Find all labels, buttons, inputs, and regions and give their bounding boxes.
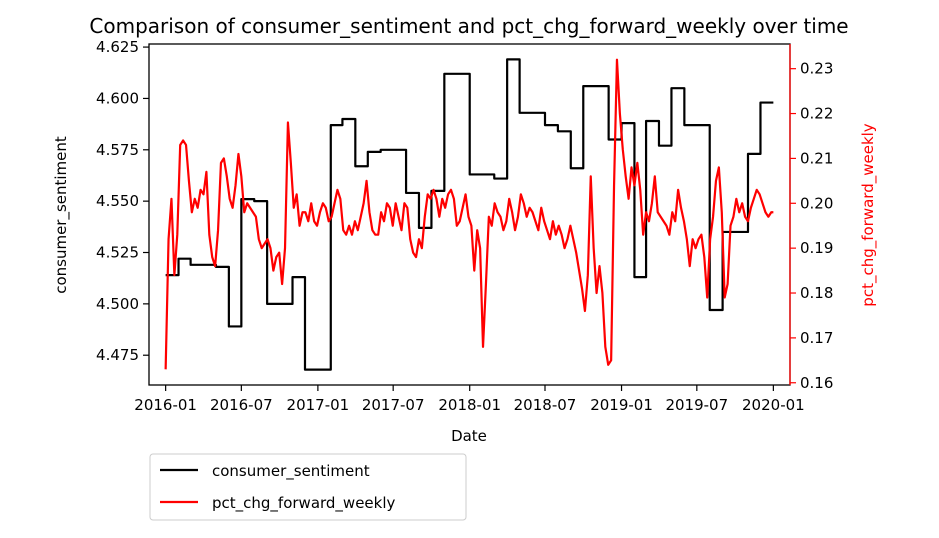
y-left-tick-label: 4.525 bbox=[96, 244, 139, 262]
y-left-tick-label: 4.500 bbox=[96, 295, 139, 313]
x-axis: 2016-01 2016-07 2017-01 2017-07 2018-01 2018-… bbox=[134, 385, 805, 414]
x-tick-label: 2018-07 bbox=[514, 396, 577, 414]
y-axis-right-label: pct_chg_forward_weekly bbox=[859, 123, 878, 307]
y-right-tick-label: 0.22 bbox=[800, 105, 833, 123]
x-tick-label: 2016-01 bbox=[134, 396, 197, 414]
plot-area bbox=[148, 43, 791, 386]
y-left-tick-label: 4.600 bbox=[96, 89, 139, 107]
legend: consumer_sentiment pct_chg_forward_weekl… bbox=[149, 453, 467, 521]
y-right-tick-label: 0.18 bbox=[800, 284, 833, 302]
chart-title: Comparison of consumer_sentiment and pct… bbox=[89, 14, 848, 38]
x-tick-label: 2019-01 bbox=[590, 396, 653, 414]
y-axis-right: 0.16 0.17 0.18 0.19 0.20 0.21 0.22 0.23 bbox=[789, 44, 833, 392]
y-left-tick-label: 4.625 bbox=[96, 38, 139, 56]
y-right-tick-label: 0.17 bbox=[800, 329, 833, 347]
y-right-tick-label: 0.16 bbox=[800, 374, 833, 392]
x-tick-label: 2018-01 bbox=[438, 396, 501, 414]
y-left-tick-label: 4.575 bbox=[96, 141, 139, 159]
y-left-tick-label: 4.550 bbox=[96, 192, 139, 210]
x-tick-label: 2017-07 bbox=[362, 396, 425, 414]
y-left-tick-label: 4.475 bbox=[96, 346, 139, 364]
y-axis-left-label: consumer_sentiment bbox=[52, 136, 71, 294]
y-axis-left: 4.475 4.500 4.525 4.550 4.575 4.600 4.625 bbox=[96, 38, 149, 364]
x-axis-label: Date bbox=[451, 427, 487, 445]
legend-box bbox=[149, 453, 467, 521]
y-right-tick-label: 0.23 bbox=[800, 60, 833, 78]
series-line-pct-chg-forward-weekly bbox=[164, 58, 774, 370]
x-tick-label: 2019-07 bbox=[665, 396, 728, 414]
y-right-tick-label: 0.21 bbox=[800, 149, 833, 167]
y-right-tick-label: 0.20 bbox=[800, 194, 833, 212]
legend-label-pct-chg-forward-weekly: pct_chg_forward_weekly bbox=[212, 494, 396, 513]
x-tick-label: 2020-01 bbox=[742, 396, 805, 414]
y-right-tick-label: 0.19 bbox=[800, 239, 833, 257]
x-tick-label: 2016-07 bbox=[210, 396, 273, 414]
series-line-consumer-sentiment bbox=[165, 58, 774, 371]
x-tick-label: 2017-01 bbox=[287, 396, 350, 414]
legend-label-consumer-sentiment: consumer_sentiment bbox=[212, 462, 370, 481]
